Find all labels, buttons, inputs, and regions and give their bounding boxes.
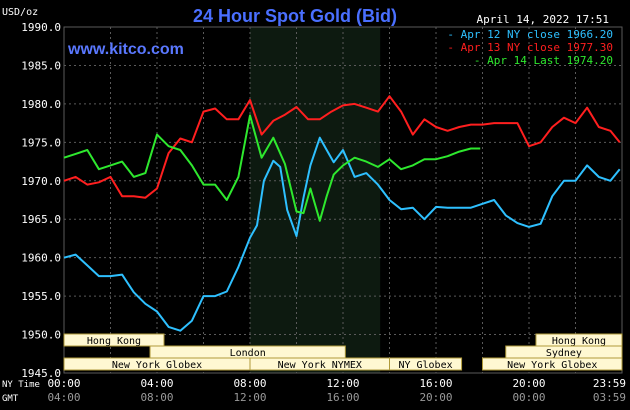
- plot-border: [63, 26, 623, 374]
- x-tick-label-ny: 00:00: [47, 377, 80, 390]
- price-series: [63, 95, 621, 332]
- series-line-apr-13: [63, 95, 621, 199]
- y-tick-label: 1950.0: [21, 329, 61, 342]
- legend-entry: - Apr 14 Last 1974.20: [474, 54, 613, 67]
- y-tick-label: 1960.0: [21, 252, 61, 265]
- y-axis-unit-label: USD/oz: [2, 7, 38, 18]
- ny-time-axis-label: NY Time: [2, 380, 40, 390]
- x-tick-label-ny: 20:00: [512, 377, 545, 390]
- x-tick-label-ny: 12:00: [326, 377, 359, 390]
- x-tick-label-gmt: 03:59: [593, 391, 626, 404]
- legend-entry: - Apr 12 NY close 1966.20: [447, 28, 613, 41]
- x-tick-label-gmt: 00:00: [512, 391, 545, 404]
- series-line-apr-12: [63, 136, 621, 332]
- grid-lines: [63, 26, 623, 374]
- session-label: New York Globex: [112, 360, 202, 371]
- x-tick-label-gmt: 20:00: [419, 391, 452, 404]
- x-tick-label-ny: 16:00: [419, 377, 452, 390]
- date-stamp: April 14, 2022 17:51: [477, 13, 609, 26]
- y-tick-label: 1980.0: [21, 98, 61, 111]
- gmt-axis-label: GMT: [2, 394, 19, 404]
- watermark-url: www.kitco.com: [67, 41, 184, 58]
- chart-title: 24 Hour Spot Gold (Bid): [193, 6, 397, 26]
- session-label: New York Globex: [507, 360, 597, 371]
- y-axis-ticks: 1990.0 1985.0 1980.0 1975.0 1970.0 1965.0 1960…: [21, 21, 61, 380]
- x-tick-label-gmt: 16:00: [326, 391, 359, 404]
- y-tick-label: 1970.0: [21, 175, 61, 188]
- session-label: Hong Kong: [552, 336, 606, 347]
- y-tick-label: 1990.0: [21, 21, 61, 34]
- x-tick-label-ny: 23:59: [593, 377, 626, 390]
- session-label: New York NYMEX: [278, 360, 362, 371]
- session-label: NY Globex: [398, 360, 452, 371]
- x-tick-label-ny: 04:00: [140, 377, 173, 390]
- x-tick-label-gmt: 08:00: [140, 391, 173, 404]
- legend: - Apr 12 NY close 1966.20- Apr 13 NY clo…: [447, 28, 613, 67]
- shaded-trading-band: [250, 27, 381, 373]
- x-tick-label-gmt: 12:00: [233, 391, 266, 404]
- y-tick-label: 1975.0: [21, 136, 61, 149]
- session-label: Sydney: [546, 348, 582, 359]
- x-tick-label-gmt: 04:00: [47, 391, 80, 404]
- legend-entry: - Apr 13 NY close 1977.30: [447, 41, 613, 54]
- x-tick-label-ny: 08:00: [233, 377, 266, 390]
- y-tick-label: 1965.0: [21, 213, 61, 226]
- session-box: [482, 357, 623, 371]
- y-tick-label: 1945.0: [21, 367, 61, 380]
- y-tick-label: 1955.0: [21, 290, 61, 303]
- y-tick-label: 1985.0: [21, 59, 61, 72]
- session-label: London: [230, 348, 266, 359]
- series-line-apr-14: [63, 114, 481, 222]
- session-box: [63, 333, 165, 347]
- session-box: [389, 357, 463, 371]
- session-label: Hong Kong: [87, 336, 141, 347]
- x-axis-ticks: 00:0004:0004:0008:0008:0012:0012:0016:00…: [47, 377, 626, 404]
